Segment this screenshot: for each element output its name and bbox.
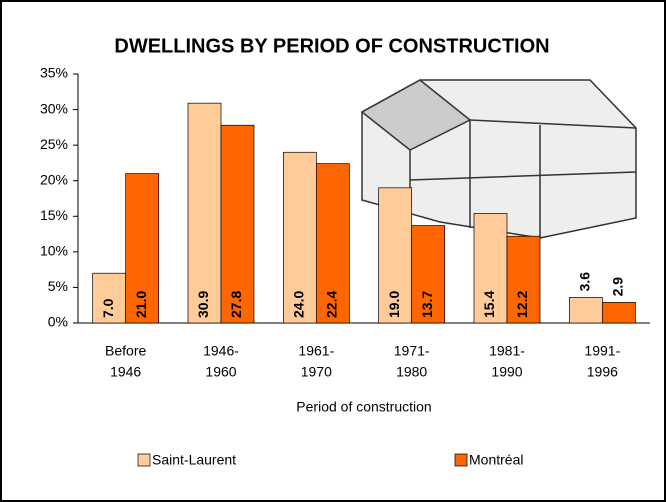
y-tick-label: 0%: [48, 314, 68, 330]
value-label: 3.6: [577, 272, 593, 292]
value-label: 12.2: [514, 291, 530, 318]
x-tick-label: Before: [105, 343, 146, 359]
legend-swatch: [454, 453, 468, 467]
x-tick-label: 1960: [205, 364, 236, 380]
x-tick-label: 1996: [587, 364, 618, 380]
bar: [315, 163, 350, 324]
value-label: 2.9: [610, 277, 626, 297]
y-tick-label: 5%: [48, 278, 68, 294]
y-tick-label: 10%: [40, 243, 68, 259]
x-tick-label: 1970: [301, 364, 332, 380]
bar: [125, 173, 160, 324]
legend-label: Montréal: [469, 452, 523, 468]
value-label: 22.4: [324, 291, 340, 318]
bar: [601, 302, 636, 324]
value-label: 15.4: [481, 291, 497, 318]
legend-label: Saint-Laurent: [152, 452, 236, 468]
value-label: 7.0: [100, 298, 116, 318]
x-tick-label: 1946-: [203, 343, 239, 359]
bar: [506, 235, 541, 324]
bar: [92, 272, 127, 324]
x-tick-label: 1991-: [584, 343, 620, 359]
bar: [220, 124, 255, 324]
bar: [187, 102, 222, 324]
value-label: 27.8: [228, 291, 244, 318]
value-label: 13.7: [419, 291, 435, 318]
x-tick-label: 1980: [396, 364, 427, 380]
value-label: 21.0: [133, 291, 149, 318]
legend-swatch: [137, 453, 151, 467]
y-tick-label: 35%: [40, 65, 68, 81]
y-tick-label: 25%: [40, 136, 68, 152]
x-tick-label: 1946: [110, 364, 141, 380]
x-tick-label: 1990: [491, 364, 522, 380]
x-tick-label: 1971-: [394, 343, 430, 359]
value-label: 19.0: [386, 291, 402, 318]
chart-title: DWELLINGS BY PERIOD OF CONSTRUCTION: [114, 35, 549, 57]
bar: [473, 213, 508, 324]
y-tick-label: 15%: [40, 207, 68, 223]
bar: [411, 225, 446, 324]
x-tick-label: 1981-: [489, 343, 525, 359]
value-label: 24.0: [291, 291, 307, 318]
x-axis-label: Period of construction: [296, 399, 431, 415]
y-tick-label: 30%: [40, 100, 68, 116]
y-tick-label: 20%: [40, 171, 68, 187]
x-tick-label: 1961-: [298, 343, 334, 359]
value-label: 30.9: [195, 291, 211, 318]
bar: [568, 297, 603, 324]
